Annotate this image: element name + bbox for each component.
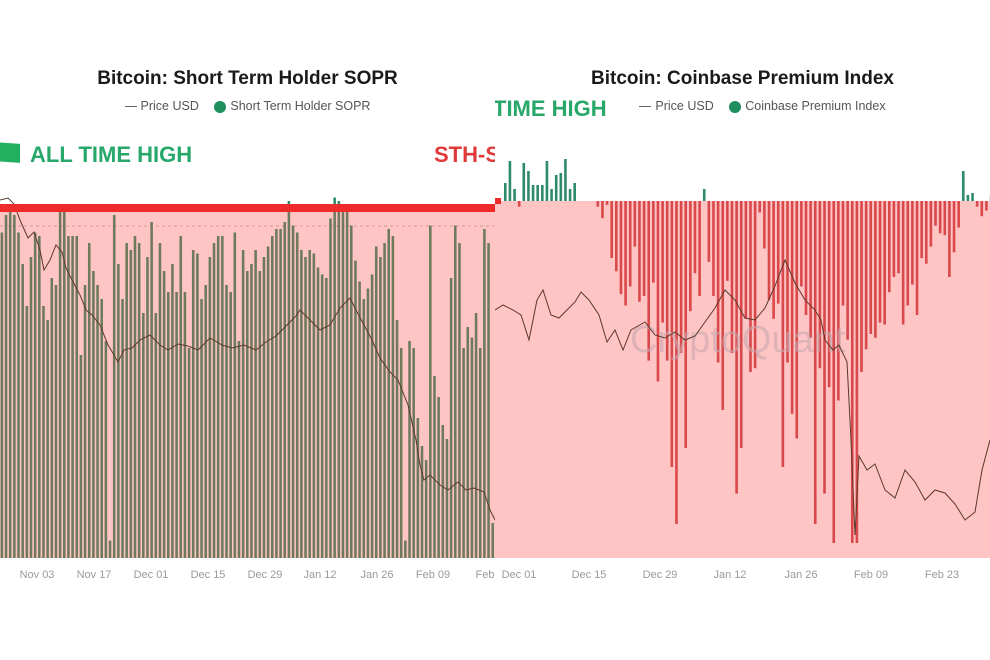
x-tick-label: Dec 15 [571,569,607,581]
annotation-sth-sopr: STH-S [434,142,495,167]
x-tick-label: Nov 17 [76,569,112,581]
line-swatch-icon [124,106,137,108]
x-tick-label: Dec 15 [190,569,226,581]
x-tick-label: Jan 12 [303,569,337,581]
x-tick-label: Jan 26 [784,569,818,581]
x-axis: Dec 01 Dec 15 Dec 29 Jan 12 Jan 26 Feb 09 Feb … [495,569,990,585]
chart-title: Bitcoin: Short Term Holder SOPR [97,68,398,89]
x-axis: Nov 03 Nov 17 Dec 01 Dec 15 Dec 29 Jan 12 Jan … [0,569,495,585]
x-tick-label: Feb 23 [924,569,960,581]
chart-legend: Price USD Short Term Holder SOPR [0,99,495,113]
dot-swatch-icon [214,100,227,113]
legend-item-price[interactable]: Price USD [124,99,199,113]
dot-swatch-icon [729,100,742,113]
legend-item-premium[interactable]: Coinbase Premium Index [717,99,886,113]
plot-area[interactable]: CryptoQuant [495,140,990,560]
x-tick-label: Nov 03 [19,569,55,581]
sopr-bars-svg [0,197,495,558]
chart-title: Bitcoin: Coinbase Premium Index [591,68,894,89]
annotation-all-time-high: ALL TIME HIGH [30,142,193,167]
x-tick-label: Jan 26 [360,569,394,581]
premium-bars-svg: CryptoQuant [495,159,990,558]
sth-sopr-chart: Bitcoin: Short Term Holder SOPR Price US… [0,68,495,585]
annotation-time-high: TIME HIGH [495,96,607,121]
x-tick-label: Dec 01 [501,569,537,581]
x-tick-label: Dec 29 [247,569,283,581]
x-tick-label: Jan 12 [713,569,747,581]
legend-item-sopr[interactable]: Short Term Holder SOPR [202,99,370,113]
x-tick-label: Feb 09 [853,569,889,581]
coinbase-premium-chart: Bitcoin: Coinbase Premium Index Price US… [495,0,990,660]
x-tick-label: Feb 09 [415,569,451,581]
svg-text:CryptoQuant: CryptoQuant [630,319,846,361]
chart-legend: Price USD Coinbase Premium Index [495,99,990,113]
line-swatch-icon [639,106,652,108]
x-tick-label: Dec 29 [642,569,678,581]
x-tick-label: Feb [475,569,495,581]
plot-area[interactable] [0,140,495,560]
x-tick-label: Dec 01 [133,569,169,581]
legend-item-price[interactable]: Price USD [639,99,714,113]
